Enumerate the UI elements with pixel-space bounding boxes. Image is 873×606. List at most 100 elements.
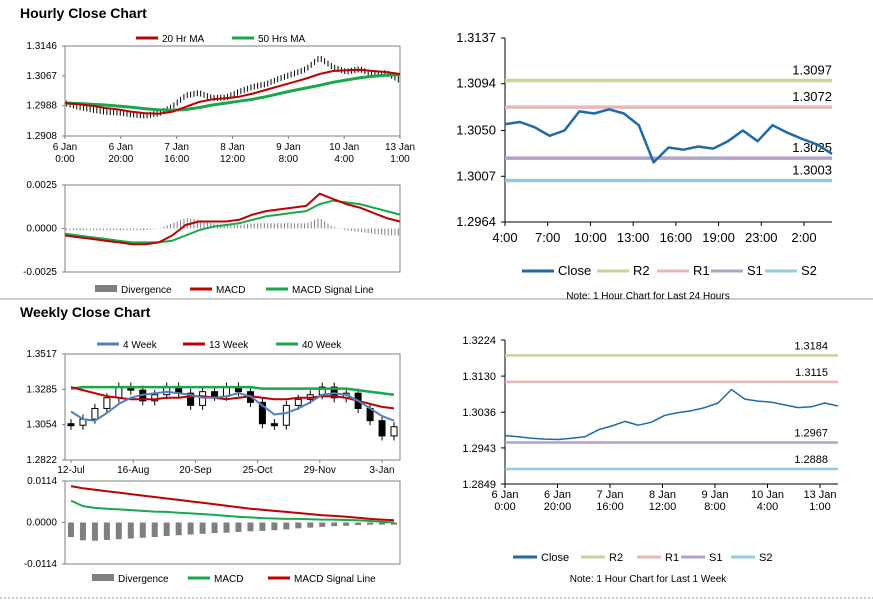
weekly-macd-ytick-1: 0.0000 xyxy=(26,518,57,529)
weekly-candle-body xyxy=(282,404,290,426)
hourly-24h-ytick-0: 1.3137 xyxy=(456,30,496,45)
weekly-divergence-bar xyxy=(175,522,182,536)
weekly-divergence-bar xyxy=(91,522,98,541)
weekly-divergence-bar xyxy=(103,522,110,540)
hourly-macd-frame xyxy=(64,184,401,273)
hourly-macd-signal-line xyxy=(64,199,401,244)
weekly-1w-ytick-4: 1.2849 xyxy=(462,479,496,491)
hourly-24h-xtick-7: 2:00 xyxy=(791,230,816,245)
legend-ma20-label: 20 Hr MA xyxy=(162,34,205,45)
weekly-candle-body xyxy=(294,398,302,406)
weekly-divergence-bar xyxy=(391,522,398,525)
weekly-candle-body xyxy=(390,426,398,437)
weekly-divergence-bar xyxy=(223,522,230,533)
hourly-24h-xtick-2: 10:00 xyxy=(574,230,607,245)
hourly-price-ytick-1: 1.3067 xyxy=(26,71,57,82)
weekly-macd-frame xyxy=(64,480,401,565)
hourly-price-frame xyxy=(64,45,401,137)
weekly-divergence-bar xyxy=(295,522,302,529)
weekly-price-ytick-2: 1.3054 xyxy=(26,420,57,431)
hourly-24h-xtick-5: 19:00 xyxy=(702,230,735,245)
hourly-price-xtick-6-b: 1:00 xyxy=(390,154,410,165)
hourly-24h-xtick-6: 23:00 xyxy=(745,230,778,245)
hourly-price-xtick-3-b: 12:00 xyxy=(220,154,245,165)
weekly-divergence-bar xyxy=(151,522,158,538)
weekly-macd-ytick-0: 0.0114 xyxy=(27,476,57,487)
weekly-4w-line xyxy=(70,390,395,422)
weekly-macd-line xyxy=(70,499,395,524)
weekly-1w-ytick-3: 1.2943 xyxy=(462,443,496,455)
weekly-divergence-bar xyxy=(259,522,266,531)
weekly-1w-xtick-2-b: 16:00 xyxy=(596,501,624,513)
hourly-price-xtick-1-b: 20:00 xyxy=(108,154,133,165)
weekly-divergence-bar xyxy=(343,522,350,526)
legend-weekly-signal-label: MACD Signal Line xyxy=(294,574,376,585)
weekly-1w-legend-r1: R1 xyxy=(665,552,679,564)
weekly-1w-xtick-4-a: 9 Jan xyxy=(702,489,729,501)
weekly-price-xtick-5: 3-Jan xyxy=(369,465,394,476)
hourly-price-ytick-3: 1.2908 xyxy=(26,131,57,142)
weekly-divergence-bar xyxy=(319,522,326,527)
hourly-macd-ytick-2: -0.0025 xyxy=(23,267,57,278)
hourly-price-xtick-0-a: 6 Jan xyxy=(53,142,77,153)
hourly-price-xtick-6-a: 13 Jan xyxy=(385,142,415,153)
weekly-candle-body xyxy=(103,397,111,409)
hourly-24h-legend-s1: S1 xyxy=(747,263,763,278)
weekly-divergence-bar xyxy=(211,522,218,534)
hourly-24h-ytick-3: 1.3007 xyxy=(456,168,496,183)
hourly-price-xtick-3-a: 8 Jan xyxy=(220,142,244,153)
weekly-1w-ytick-0: 1.3224 xyxy=(462,335,496,347)
weekly-divergence-bar xyxy=(235,522,242,532)
weekly-price-xtick-2: 20-Sep xyxy=(179,465,212,476)
hourly-24h-note: Note: 1 Hour Chart for Last 24 Hours xyxy=(566,291,729,302)
hourly-price-ytick-0: 1.3146 xyxy=(26,41,57,52)
hourly-title: Hourly Close Chart xyxy=(20,5,147,21)
weekly-1w-ytick-2: 1.3036 xyxy=(462,407,496,419)
weekly-candle-body xyxy=(378,420,386,437)
weekly-price-xtick-1: 16-Aug xyxy=(117,465,149,476)
hourly-24h-level-label-s1: 1.3025 xyxy=(792,140,832,155)
weekly-1w-legend-s2: S2 xyxy=(759,552,772,564)
weekly-1w-legend-close: Close xyxy=(541,552,569,564)
weekly-divergence-bar xyxy=(163,522,170,536)
hourly-price-xtick-4-a: 9 Jan xyxy=(276,142,300,153)
weekly-1w-ytick-1: 1.3130 xyxy=(462,371,496,383)
weekly-1w-xtick-5-b: 4:00 xyxy=(757,501,778,513)
hourly-ma50-line xyxy=(64,73,401,112)
weekly-1w-xtick-6-b: 1:00 xyxy=(809,501,830,513)
weekly-macd-ytick-2: -0.0114 xyxy=(24,559,58,570)
weekly-price-xtick-3: 25-Oct xyxy=(243,465,273,476)
hourly-24h-legend-s2: S2 xyxy=(801,263,817,278)
weekly-candle-body xyxy=(91,407,99,420)
hourly-macd-ytick-1: 0.0000 xyxy=(26,224,57,235)
weekly-1w-xtick-3-a: 8 Jan xyxy=(649,489,676,501)
weekly-candle-body xyxy=(258,401,266,425)
weekly-price-xtick-4: 29-Nov xyxy=(304,465,336,476)
weekly-1w-xtick-1-b: 20:00 xyxy=(544,501,572,513)
weekly-candle-body xyxy=(151,394,159,402)
weekly-price-frame xyxy=(64,353,401,461)
weekly-1w-xtick-0-b: 0:00 xyxy=(494,501,515,513)
hourly-24h-xtick-0: 4:00 xyxy=(492,230,517,245)
weekly-divergence-bar xyxy=(379,522,386,525)
weekly-price-ytick-3: 1.2822 xyxy=(26,455,57,466)
weekly-1w-xtick-4-b: 8:00 xyxy=(704,501,725,513)
weekly-divergence-bar xyxy=(331,522,338,527)
hourly-24h-close-line xyxy=(504,108,833,164)
hourly-24h-xtick-1: 7:00 xyxy=(535,230,560,245)
hourly-price-xtick-1-a: 6 Jan xyxy=(109,142,133,153)
weekly-divergence-bar xyxy=(127,522,134,539)
weekly-divergence-bar xyxy=(283,522,290,530)
hourly-24h-ytick-1: 1.3094 xyxy=(456,76,496,91)
hourly-price-ytick-2: 1.2988 xyxy=(26,101,57,112)
hourly-24h-level-label-r2: 1.3097 xyxy=(792,63,832,78)
weekly-candle-body xyxy=(115,386,123,399)
hourly-24h-legend-r1: R1 xyxy=(693,263,710,278)
legend-ma50-label: 50 Hrs MA xyxy=(258,34,306,45)
weekly-divergence-bar xyxy=(271,522,278,531)
weekly-1w-xtick-0-a: 6 Jan xyxy=(492,489,519,501)
weekly-divergence-bar xyxy=(139,522,146,538)
hourly-24h-legend-close: Close xyxy=(558,263,591,278)
legend-weekly-macd-label: MACD xyxy=(214,574,243,585)
